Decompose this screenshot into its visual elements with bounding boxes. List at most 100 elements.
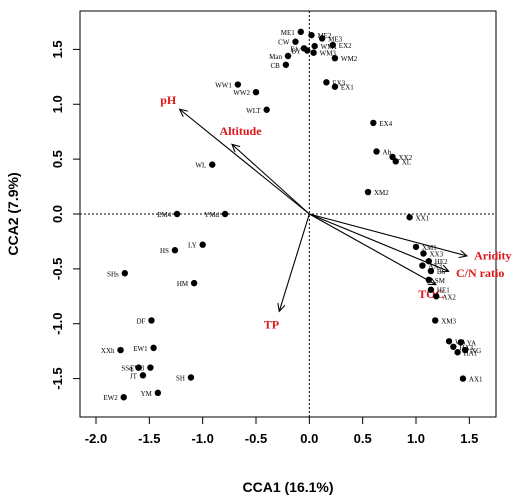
site-point xyxy=(171,247,179,254)
site-point xyxy=(445,338,453,345)
site-label: SH xyxy=(176,374,185,382)
x-tick-label: -1.0 xyxy=(191,431,213,446)
y-tick-label: -1.0 xyxy=(50,313,65,335)
site-point xyxy=(117,346,124,354)
x-tick-label: 0.0 xyxy=(300,431,318,446)
site-label: LY xyxy=(188,242,197,250)
y-tick-label: 1.5 xyxy=(50,40,65,58)
site-label: XM2 xyxy=(374,189,389,197)
vector-label: TP xyxy=(264,318,279,332)
y-tick-label: 1.0 xyxy=(50,95,65,113)
vector-arrow xyxy=(309,213,435,284)
site-point xyxy=(450,343,457,350)
site-point xyxy=(199,241,206,248)
y-tick-label: -0.5 xyxy=(50,258,65,280)
site-point xyxy=(425,257,432,265)
vector-arrow xyxy=(309,213,448,271)
site-point xyxy=(121,270,128,277)
site-point xyxy=(318,35,326,42)
site-label: WM1 xyxy=(321,43,338,51)
x-tick-label: 0.5 xyxy=(354,431,372,446)
site-label: YMd xyxy=(204,211,219,219)
site-point xyxy=(389,153,396,161)
site-point xyxy=(135,364,142,371)
site-label: XG xyxy=(471,347,481,355)
site-label: EM4 xyxy=(157,211,172,219)
site-point xyxy=(373,148,380,155)
site-label: Man xyxy=(269,53,282,61)
site-label: JT xyxy=(130,372,138,380)
site-label: XX2 xyxy=(399,154,413,162)
site-point xyxy=(282,61,290,68)
site-label: AX2 xyxy=(442,293,456,301)
site-point xyxy=(150,344,157,352)
site-label: SSq xyxy=(121,365,133,373)
site-point xyxy=(425,276,432,284)
site-point xyxy=(221,210,229,218)
site-point xyxy=(454,349,461,356)
site-label: WM2 xyxy=(341,55,358,63)
site-label: EX2 xyxy=(339,42,352,50)
site-point xyxy=(234,81,242,88)
vector-label: Aridity xyxy=(474,249,511,263)
site-point xyxy=(209,161,216,168)
site-label: DF xyxy=(137,317,146,325)
site-point xyxy=(147,364,154,371)
x-tick-label: -0.5 xyxy=(245,431,267,446)
site-point xyxy=(323,79,330,86)
site-point xyxy=(190,279,198,287)
site-label: EW2 xyxy=(103,394,118,402)
site-label: EX4 xyxy=(379,120,392,128)
site-point xyxy=(173,210,181,218)
site-point xyxy=(432,317,439,324)
site-label: XXh xyxy=(101,347,115,355)
site-label: XX1 xyxy=(416,214,430,222)
site-point xyxy=(139,372,147,379)
site-point xyxy=(311,42,318,50)
site-label: BS xyxy=(437,268,446,276)
site-point xyxy=(406,214,413,221)
vector-arrow xyxy=(233,145,310,215)
site-point xyxy=(297,28,304,36)
site-label: SHs xyxy=(107,270,119,278)
site-point xyxy=(331,83,339,90)
x-tick-label: -1.5 xyxy=(138,431,160,446)
vector-arrow xyxy=(309,213,466,256)
site-point xyxy=(459,375,467,382)
site-point xyxy=(292,38,299,45)
site-point xyxy=(427,286,435,293)
site-label: HA1 xyxy=(464,349,478,357)
site-label: WW1 xyxy=(215,82,232,90)
site-point xyxy=(457,339,464,346)
site-point xyxy=(263,106,270,113)
site-label: XM1 xyxy=(422,244,437,252)
site-point xyxy=(308,31,315,39)
y-tick-label: 0.0 xyxy=(50,205,65,223)
site-point xyxy=(420,250,427,257)
site-label: ME1 xyxy=(281,29,296,37)
site-label: EX3 xyxy=(332,79,345,87)
site-label: AX3 xyxy=(428,263,442,271)
site-label: E1 xyxy=(290,45,298,53)
site-label: WL xyxy=(195,162,206,170)
site-label: HE2 xyxy=(435,258,448,266)
site-point xyxy=(148,317,155,324)
site-point xyxy=(364,188,372,196)
site-point xyxy=(187,374,195,381)
site-point xyxy=(252,89,260,96)
x-tick-label: 1.0 xyxy=(407,431,425,446)
site-point xyxy=(427,267,435,275)
vector-arrow xyxy=(180,110,310,215)
site-label: AX1 xyxy=(469,376,483,384)
y-axis-title: CCA2 (7.9%) xyxy=(5,172,21,255)
site-label: WW2 xyxy=(233,89,250,97)
site-label: CW xyxy=(278,39,290,47)
vector-arrow xyxy=(279,213,310,311)
vector-label: Altitude xyxy=(220,124,263,138)
site-label: YM xyxy=(141,390,153,398)
site-label: HM xyxy=(177,280,189,288)
site-point xyxy=(433,293,440,300)
